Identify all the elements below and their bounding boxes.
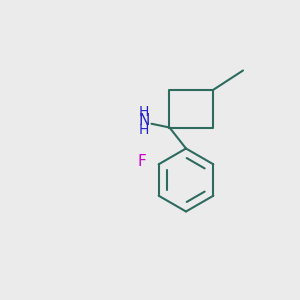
Text: H: H bbox=[139, 123, 149, 137]
Text: H: H bbox=[139, 105, 149, 119]
Text: N: N bbox=[138, 113, 150, 128]
Text: F: F bbox=[138, 154, 147, 169]
